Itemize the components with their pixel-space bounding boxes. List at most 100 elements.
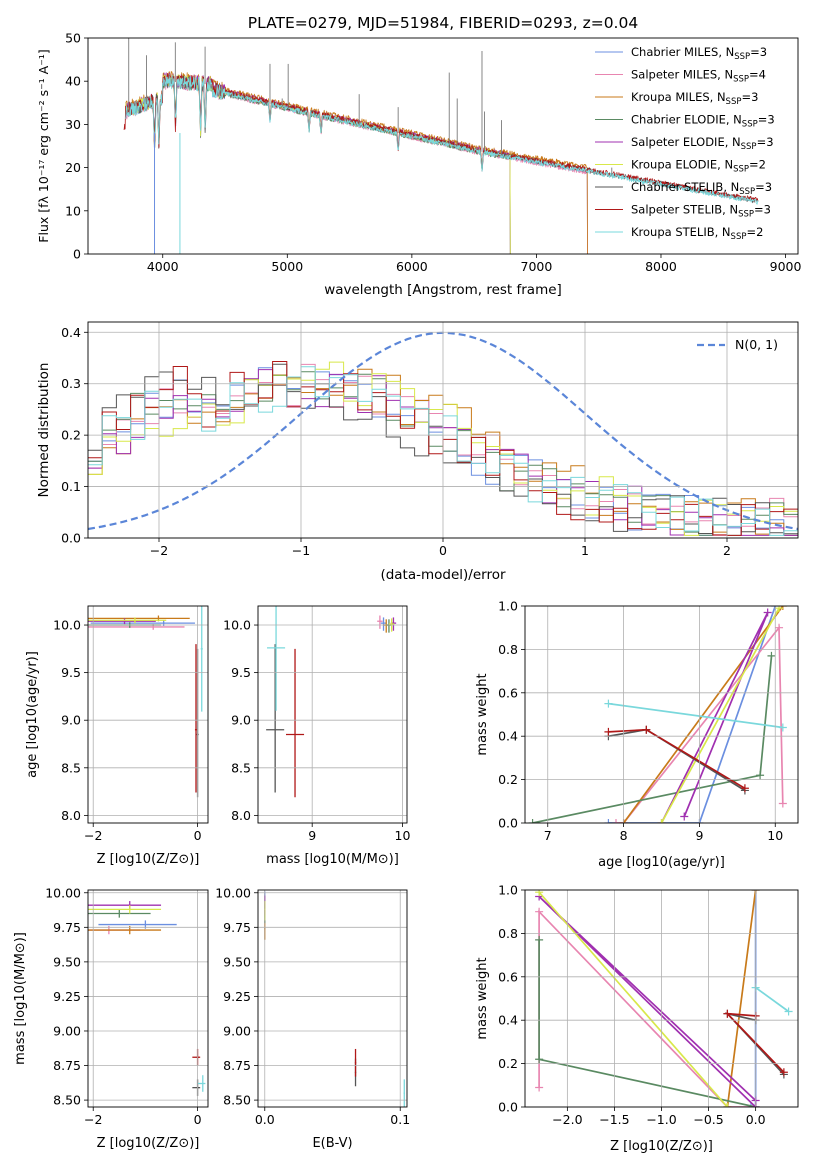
spectrum-series-line	[125, 71, 588, 254]
spectrum-series-line	[125, 72, 511, 254]
x-tick-label: 8000	[645, 259, 677, 274]
x-tick-label: 6000	[396, 259, 428, 274]
y-tick-label: 8.50	[53, 1093, 81, 1108]
x-tick-label: 0	[194, 1112, 202, 1127]
legend-entry-main: Salpeter ELODIE, N	[631, 135, 741, 149]
ssp-weight-marker	[612, 819, 620, 823]
x-tick-label: −1	[292, 543, 310, 558]
ssp-weight-marker	[604, 727, 613, 736]
y-axis-label: mass weight	[475, 957, 490, 1039]
legend-entry-tail: =3	[758, 113, 775, 127]
x-tick-label: 7000	[521, 259, 553, 274]
x-tick-label: −1.0	[646, 1112, 676, 1127]
ssp-weight-marker	[680, 812, 689, 821]
legend-entry-tail: =3	[750, 45, 767, 59]
ssp-weight-marker	[778, 799, 787, 808]
y-tick-label: 9.25	[53, 989, 81, 1004]
mass_vs_ebv-plot-area	[264, 891, 405, 1107]
legend-entry-tail: =3	[741, 90, 758, 104]
y-tick-label: 9.5	[61, 665, 81, 680]
mass_vs_Z-axes: −2 0 8.50 8.75 9.00 9.25 9.50 9.75 10.00 Z [log10…	[13, 885, 209, 1151]
legend-entry-sub: SSP	[738, 210, 754, 220]
x-tick-label: 9000	[770, 259, 802, 274]
ssp-weight-marker	[723, 1103, 732, 1107]
legend-entry: Salpeter ELODIE, NSSP=3	[631, 135, 774, 152]
ssp-weight-marker	[535, 890, 544, 897]
x-tick-label: 8	[620, 828, 628, 843]
y-tick-label: 10.00	[45, 885, 81, 900]
legend-entry-tail: =2	[746, 225, 763, 239]
ssp-weight-line	[608, 728, 746, 792]
y-axis-label: age [log10(age/yr)]	[25, 651, 40, 778]
x-tick-label: 0.1	[390, 1112, 410, 1127]
legend-entry-tail: =2	[749, 158, 766, 172]
y-tick-label: 9.0	[231, 713, 251, 728]
ssp-weight-marker	[535, 935, 544, 944]
mass_vs_Z-plot-area	[88, 901, 206, 1096]
ssp-weight-marker	[528, 819, 537, 823]
y-tick-label: 8.0	[231, 808, 251, 823]
y-tick-label: 8.5	[61, 760, 81, 775]
ssp-weight-marker	[775, 606, 784, 613]
y-tick-label: 9.0	[61, 713, 81, 728]
ssp-weight-line	[622, 606, 784, 823]
y-tick-label: 20	[65, 160, 81, 175]
y-tick-label: 40	[65, 74, 81, 89]
axes-frame	[257, 889, 408, 1108]
y-axis-label: Normed distribution	[36, 363, 52, 498]
legend-entry: Chabrier STELIB, NSSP=3	[631, 180, 772, 197]
legend-entry: Kroupa MILES, NSSP=3	[631, 90, 758, 107]
y-tick-label: 0.0	[61, 531, 81, 546]
x-tick-label: 0	[194, 828, 202, 843]
ssp-weight-line	[660, 607, 780, 823]
spectrum-series-line	[125, 73, 511, 254]
y-tick-label: 8.0	[61, 808, 81, 823]
ssp-weight-marker	[657, 819, 666, 823]
x-tick-label: 0	[439, 543, 447, 558]
ssp-weight-line	[538, 909, 756, 1107]
y-tick-label: 9.75	[223, 920, 251, 935]
axes-frame	[87, 37, 799, 255]
x-axis-label: (data-model)/error	[380, 567, 506, 583]
chart-title: PLATE=0279, MJD=51984, FIBERID=0293, z=0…	[248, 14, 638, 32]
y-tick-label: 0.3	[61, 376, 81, 391]
y-tick-label: 30	[65, 117, 81, 132]
y-tick-label: 9.5	[231, 665, 251, 680]
legend-entry: Kroupa STELIB, NSSP=2	[631, 225, 763, 242]
y-tick-label: 0.0	[498, 816, 518, 831]
y-tick-label: 0	[73, 247, 81, 262]
legend-entry-main: Salpeter MILES, N	[631, 68, 733, 82]
y-tick-label: 1.0	[498, 599, 518, 614]
spectrum-plot-area	[123, 38, 759, 254]
x-tick-label: 2	[723, 543, 731, 558]
x-tick-label: 10	[767, 828, 783, 843]
legend-entry: Chabrier ELODIE, NSSP=3	[631, 113, 775, 130]
spectrum-series-line	[125, 74, 588, 254]
ssp-weight-marker	[784, 1007, 793, 1016]
ssp-weight-marker	[746, 1103, 755, 1107]
y-tick-label: 9.75	[53, 920, 81, 935]
y-tick-label: 0.4	[498, 1013, 518, 1028]
weight_vs_Z-axes: −2.0 −1.5 −1.0 −0.5 0.0 0.0 0.2 0.4 0.6 0.8 1.0 Z […	[475, 883, 799, 1154]
age_vs_mass-axes: 9 10 8.0 8.5 9.0 9.5 10.0 mass [log10(M/M⊙)]	[223, 605, 411, 867]
ssp-weight-marker	[723, 1009, 732, 1018]
y-tick-label: 9.25	[223, 989, 251, 1004]
axes-frame	[524, 889, 799, 1108]
y-tick-label: 9.00	[223, 1023, 251, 1038]
legend-entry-main: Chabrier ELODIE, N	[631, 113, 742, 127]
legend-entry-sub: SSP	[731, 232, 747, 242]
x-tick-label: 5000	[271, 259, 303, 274]
y-tick-label: 0.2	[61, 428, 81, 443]
x-tick-label: 10	[395, 828, 411, 843]
x-axis-label: Z [log10(Z/Z⊙)]	[610, 1139, 713, 1154]
legend-entry: Salpeter STELIB, NSSP=3	[631, 203, 771, 220]
ssp-weight-marker	[763, 608, 772, 617]
y-tick-label: 0.1	[61, 479, 81, 494]
y-tick-label: 0.6	[498, 685, 518, 700]
x-tick-label: −2.0	[552, 1112, 582, 1127]
y-tick-label: 0.8	[498, 642, 518, 657]
spectrum-series-line	[123, 73, 759, 202]
ssp-weight-marker	[740, 784, 749, 793]
